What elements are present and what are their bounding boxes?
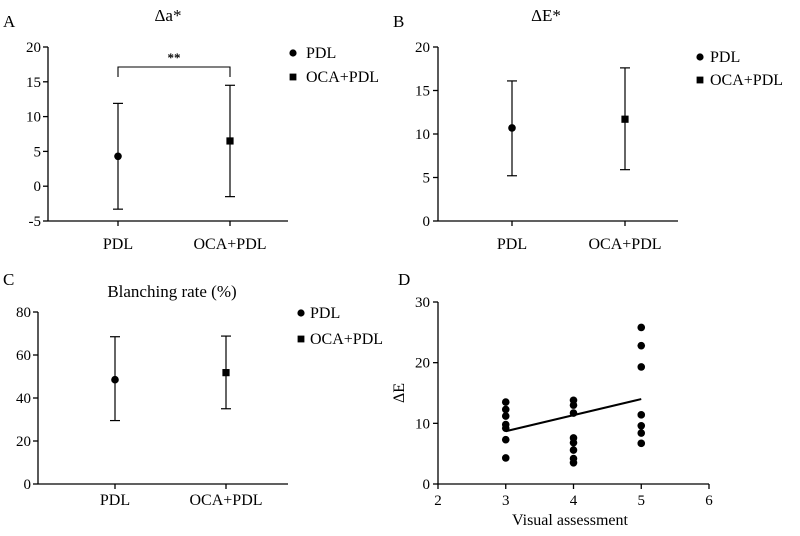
legend-marker [289,49,297,57]
x-tick-label: PDL [497,236,527,253]
panel-letter: B [393,12,404,31]
data-point [637,411,646,419]
chart-title: ΔE* [531,6,561,25]
data-point [637,341,646,350]
y-axis-label: ΔE [391,383,408,403]
x-tick-label: OCA+PDL [193,236,266,253]
data-point [569,446,578,454]
panel-c: C Blanching rate (%) 0 20 40 60 80 PDL OCA+PDL PD… [3,270,383,509]
y-tick-label: 10 [26,110,41,126]
panel-letter: D [398,270,410,289]
mean-point-oca-pdl [226,137,234,145]
x-tick-label: 3 [502,493,510,509]
legend-marker [289,73,297,81]
x-tick-label: 4 [570,493,578,509]
significance-bracket [117,66,231,77]
x-tick-label: OCA+PDL [588,236,661,253]
y-tick-label: 15 [415,84,430,100]
x-tick-label: OCA+PDL [189,492,262,509]
legend-marker [297,309,305,317]
mean-point-pdl [111,375,119,384]
data-point [637,429,646,437]
mean-point-pdl [114,152,122,161]
panel-a: A Δa* -5 0 5 10 15 20 PDL OCA+PDL PDL OCA+PDL ** [3,6,379,253]
y-tick-label: 15 [26,75,41,91]
y-tick-label: 40 [16,391,31,407]
data-point [569,438,578,447]
panel-d: D 0 10 20 30 2 3 4 5 6 Visual assessment ΔE [391,270,713,529]
mean-point-oca-pdl [621,115,629,123]
data-point [569,458,578,467]
legend-label: PDL [710,49,740,66]
data-point [501,454,510,462]
x-tick-label: 2 [434,493,442,509]
y-tick-label: 5 [34,144,42,160]
x-axis-label: Visual assessment [512,512,628,529]
y-tick-label: -5 [29,214,42,230]
mean-point-oca-pdl [222,369,230,377]
y-tick-label: 80 [16,305,31,321]
y-tick-label: 20 [26,40,41,56]
legend-label: PDL [310,305,340,322]
y-tick-label: 20 [16,434,31,450]
legend-marker [297,335,305,343]
data-point [569,401,578,409]
y-tick-label: 0 [34,179,42,195]
significance-label: ** [168,50,181,65]
x-tick-label: PDL [103,236,133,253]
data-point [637,363,646,371]
regression-line [505,398,642,433]
y-tick-label: 5 [423,171,431,187]
data-point [501,412,510,420]
panel-letter: C [3,270,14,289]
y-tick-label: 10 [415,127,430,143]
y-tick-label: 0 [423,214,431,230]
y-tick-label: 10 [415,416,430,432]
x-tick-label: PDL [100,492,130,509]
data-point [501,435,510,444]
mean-point-pdl [508,124,516,132]
y-tick-label: 20 [415,356,430,372]
legend-label: OCA+PDL [710,72,783,89]
data-point [637,421,646,430]
y-tick-label: 0 [423,477,431,493]
chart-title: Blanching rate (%) [107,282,236,301]
legend-marker [696,53,704,61]
data-point [637,323,646,332]
x-tick-label: 6 [705,493,713,509]
y-tick-label: 20 [415,40,430,56]
legend-label: OCA+PDL [306,69,379,86]
panel-letter: A [3,12,16,31]
data-point [501,398,510,406]
chart-title: Δa* [155,6,182,25]
y-tick-label: 30 [415,295,430,311]
y-tick-label: 0 [24,477,32,493]
legend-marker [696,76,704,84]
x-tick-label: 5 [638,493,646,509]
data-point [501,405,510,414]
legend-label: PDL [306,45,336,62]
legend-label: OCA+PDL [310,331,383,348]
y-tick-label: 60 [16,348,31,364]
data-point [637,439,646,448]
panel-b: B ΔE* 0 5 10 15 20 PDL OCA+PDL PDL OCA+PDL [393,6,783,253]
